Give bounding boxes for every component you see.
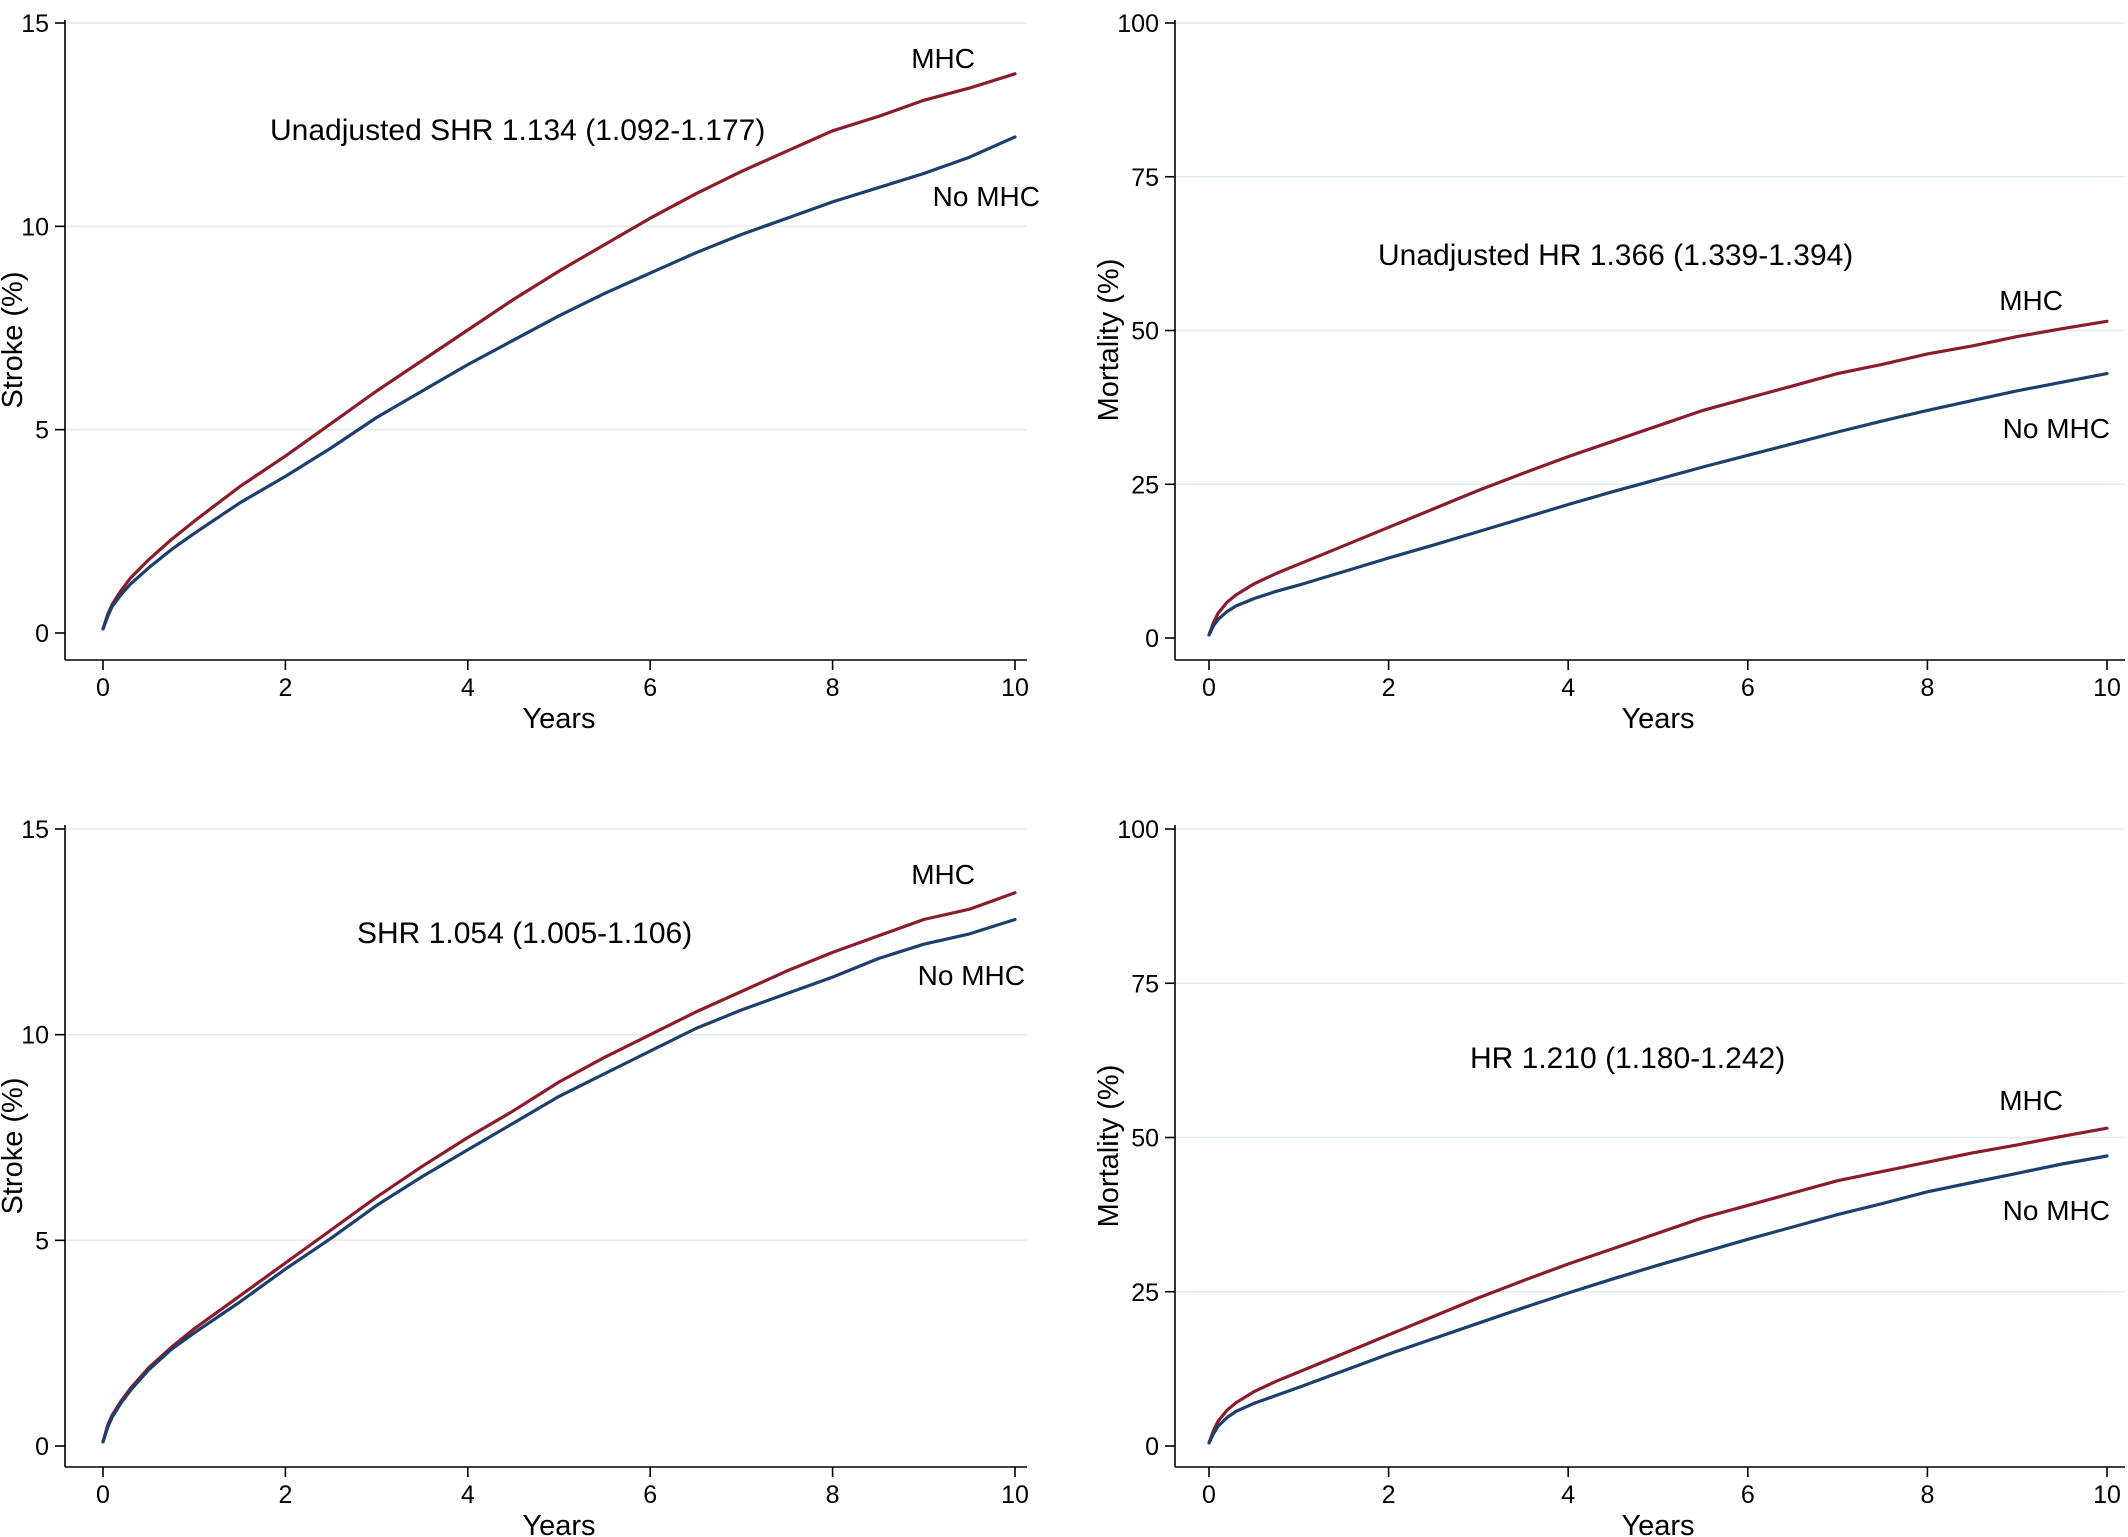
x-tick-label: 8 xyxy=(1920,1481,1934,1509)
series-label-no-mhc: No MHC xyxy=(2003,1195,2110,1226)
series-label-no-mhc: No MHC xyxy=(918,960,1025,991)
hazard-ratio-annotation: SHR 1.054 (1.005-1.106) xyxy=(357,917,692,950)
x-tick-label: 8 xyxy=(1920,674,1934,702)
x-axis-title: Years xyxy=(522,703,595,735)
chart-panel-bottom-right: 0 25 50 75 100 0 2 4 6 8 10 Years Mortality (%) MHC No… xyxy=(1093,816,2125,1537)
x-tick-label: 10 xyxy=(1001,674,1029,702)
x-tick-label: 0 xyxy=(96,674,110,702)
series-line-mhc xyxy=(101,72,1017,631)
x-tick-label: 4 xyxy=(461,1481,475,1509)
x-axis-title: Years xyxy=(1621,703,1694,735)
y-tick-label: 10 xyxy=(21,213,49,241)
hazard-ratio-annotation: HR 1.210 (1.180-1.242) xyxy=(1470,1042,1785,1075)
x-tick-label: 4 xyxy=(461,674,475,702)
series-label-no-mhc: No MHC xyxy=(933,181,1040,212)
x-tick-label: 0 xyxy=(1202,1481,1216,1509)
hazard-ratio-annotation: Unadjusted HR 1.366 (1.339-1.394) xyxy=(1378,239,1853,272)
x-tick-label: 2 xyxy=(278,1481,292,1509)
series-label-no-mhc: No MHC xyxy=(2003,413,2110,444)
y-tick-label: 0 xyxy=(1145,625,1159,653)
y-axis-title: Stroke (%) xyxy=(0,1078,29,1215)
y-tick-label: 10 xyxy=(21,1022,49,1050)
x-tick-label: 6 xyxy=(643,1481,657,1509)
x-tick-label: 10 xyxy=(2093,1481,2121,1509)
chart-panel-bottom-left: 0 5 10 15 0 2 4 6 8 10 Years Stroke (%) MHC No MHC SHR… xyxy=(0,816,1029,1537)
x-axis-title: Years xyxy=(1621,1510,1694,1537)
y-tick-label: 5 xyxy=(35,417,49,445)
x-tick-label: 4 xyxy=(1561,674,1575,702)
x-tick-label: 10 xyxy=(1001,1481,1029,1509)
series-line-no-mhc xyxy=(101,917,1017,1444)
y-tick-label: 0 xyxy=(1145,1433,1159,1461)
chart-panel-top-right: 0 25 50 75 100 0 2 4 6 8 10 Years Mortality (%) MHC No… xyxy=(1093,10,2125,735)
y-tick-label: 25 xyxy=(1131,471,1159,499)
y-tick-label: 25 xyxy=(1131,1279,1159,1307)
x-tick-label: 0 xyxy=(96,1481,110,1509)
y-axis-title: Stroke (%) xyxy=(0,272,29,409)
series-line-mhc xyxy=(1207,319,2109,637)
y-tick-label: 75 xyxy=(1131,970,1159,998)
y-tick-label: 100 xyxy=(1117,10,1159,38)
y-axis-title: Mortality (%) xyxy=(1093,1065,1125,1228)
y-tick-label: 100 xyxy=(1117,816,1159,844)
series-line-no-mhc xyxy=(1207,1154,2109,1445)
x-tick-label: 6 xyxy=(1741,674,1755,702)
y-tick-label: 75 xyxy=(1131,164,1159,192)
hazard-ratio-annotation: Unadjusted SHR 1.134 (1.092-1.177) xyxy=(270,114,765,147)
series-line-no-mhc xyxy=(101,135,1017,631)
y-tick-label: 50 xyxy=(1131,318,1159,346)
series-line-mhc xyxy=(1207,1126,2109,1445)
series-line-no-mhc xyxy=(1207,372,2109,637)
y-tick-label: 0 xyxy=(35,1433,49,1461)
x-tick-label: 6 xyxy=(1741,1481,1755,1509)
chart-panel-top-left: 0 5 10 15 0 2 4 6 8 10 Years Stroke (%) MHC No MHC Una… xyxy=(0,10,1040,735)
x-tick-label: 8 xyxy=(826,1481,840,1509)
y-tick-label: 15 xyxy=(21,816,49,844)
x-tick-label: 10 xyxy=(2093,674,2121,702)
y-tick-label: 0 xyxy=(35,620,49,648)
x-axis-title: Years xyxy=(522,1510,595,1537)
series-label-mhc: MHC xyxy=(1999,285,2063,316)
series-label-mhc: MHC xyxy=(911,43,975,74)
x-tick-label: 6 xyxy=(643,674,657,702)
x-tick-label: 2 xyxy=(278,674,292,702)
y-tick-label: 50 xyxy=(1131,1125,1159,1153)
x-tick-label: 2 xyxy=(1382,674,1396,702)
y-tick-label: 5 xyxy=(35,1227,49,1255)
x-tick-label: 4 xyxy=(1561,1481,1575,1509)
series-label-mhc: MHC xyxy=(911,859,975,890)
series-label-mhc: MHC xyxy=(1999,1085,2063,1116)
x-tick-label: 0 xyxy=(1202,674,1216,702)
x-tick-label: 8 xyxy=(826,674,840,702)
x-tick-label: 2 xyxy=(1382,1481,1396,1509)
y-tick-label: 15 xyxy=(21,10,49,38)
y-axis-title: Mortality (%) xyxy=(1093,259,1125,422)
